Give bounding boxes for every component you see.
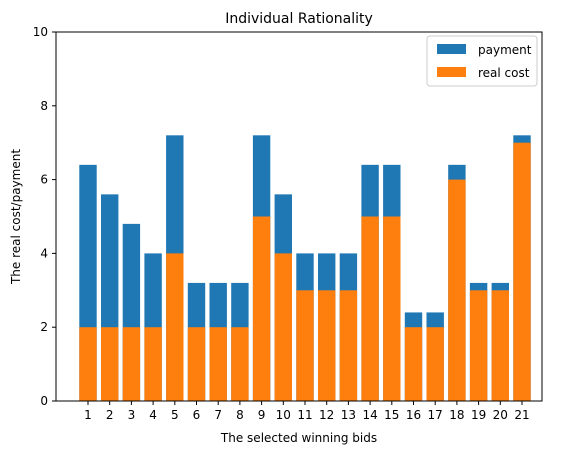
x-tick-label: 14 [362, 408, 377, 422]
bar-real-cost-14 [361, 216, 379, 401]
y-tick-label: 8 [40, 99, 48, 113]
legend: payment real cost [426, 35, 538, 87]
bar-real-cost-4 [144, 327, 162, 401]
x-tick-label: 7 [214, 408, 222, 422]
legend-swatch-payment [437, 44, 466, 54]
x-tick-label: 21 [514, 408, 529, 422]
bar-real-cost-17 [426, 327, 444, 401]
chart-title: Individual Rationality [225, 11, 373, 27]
x-tick-label: 1 [84, 408, 92, 422]
x-tick-label: 2 [106, 408, 114, 422]
bar-real-cost-18 [448, 179, 466, 401]
legend-swatch-real-cost [437, 67, 466, 77]
bar-real-cost-19 [469, 290, 488, 401]
x-tick-label: 15 [384, 408, 399, 422]
y-axis-label: The real cost/payment [9, 149, 23, 285]
x-tick-label: 20 [493, 408, 508, 422]
y-tick-label: 2 [40, 320, 48, 334]
bar-real-cost-1 [79, 327, 97, 401]
bar-real-cost-7 [209, 327, 227, 401]
x-tick-label: 10 [276, 408, 291, 422]
bar-real-cost-12 [318, 290, 336, 401]
bar-real-cost-9 [252, 216, 271, 401]
x-axis: 1 2 3 4 5 6 7 8 9 10 11 12 13 14 15 16 17 18 19 20 21 [84, 401, 530, 422]
bar-real-cost-13 [339, 290, 358, 401]
x-tick-label: 17 [428, 408, 443, 422]
x-tick-label: 19 [471, 408, 486, 422]
y-tick-label: 6 [40, 173, 48, 187]
x-tick-label: 16 [406, 408, 421, 422]
bar-real-cost-10 [274, 253, 292, 401]
bar-real-cost-20 [491, 290, 509, 401]
bar-real-cost-8 [231, 327, 249, 401]
x-tick-label: 13 [341, 408, 356, 422]
bar-real-cost-5 [166, 253, 184, 401]
bar-real-cost-15 [383, 216, 401, 401]
x-tick-label: 5 [171, 408, 179, 422]
bar-real-cost-6 [187, 327, 206, 401]
y-tick-label: 0 [40, 394, 48, 408]
x-tick-label: 3 [128, 408, 136, 422]
x-tick-label: 9 [258, 408, 266, 422]
bar-real-cost-3 [122, 327, 141, 401]
x-tick-label: 11 [297, 408, 312, 422]
bar-real-cost-16 [404, 327, 423, 401]
y-tick-label: 10 [33, 25, 48, 39]
plot-frame [55, 31, 543, 402]
bar-real-cost-2 [101, 327, 119, 401]
y-tick-label: 4 [40, 246, 48, 260]
x-tick-label: 6 [193, 408, 201, 422]
bar-real-cost-21 [513, 142, 531, 401]
x-tick-label: 18 [449, 408, 464, 422]
bars-group [79, 135, 531, 401]
x-tick-label: 8 [236, 408, 244, 422]
x-axis-label: The selected winning bids [220, 431, 377, 445]
legend-label-real-cost: real cost [478, 66, 530, 80]
legend-label-payment: payment [478, 43, 532, 57]
x-tick-label: 4 [149, 408, 157, 422]
x-tick-label: 12 [319, 408, 334, 422]
bar-real-cost-11 [296, 290, 314, 401]
y-axis: 0 2 4 6 8 10 [33, 25, 56, 408]
